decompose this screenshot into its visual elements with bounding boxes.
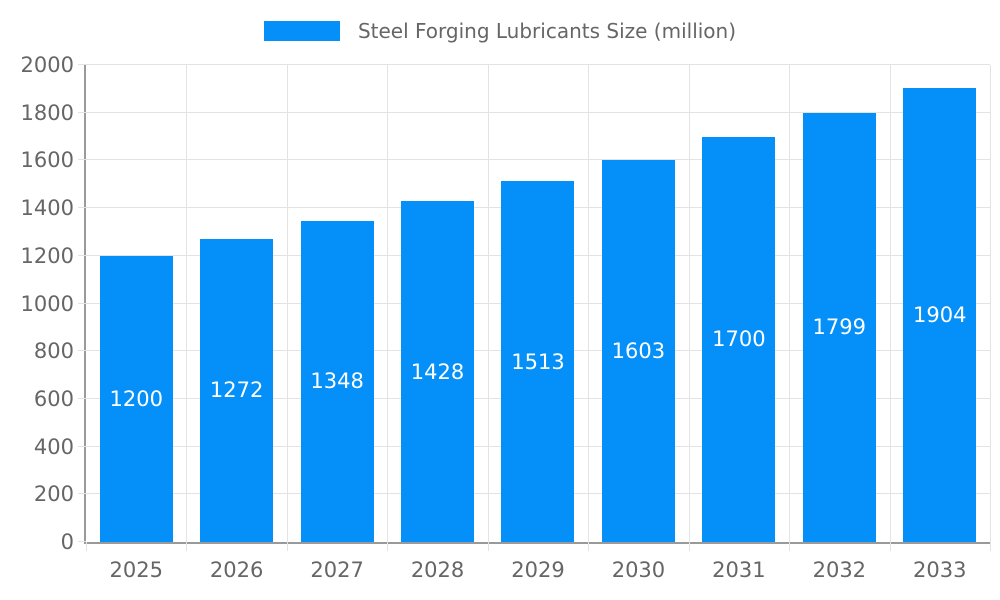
y-tick-label: 1800 — [20, 100, 74, 125]
x-tick-label: 2031 — [712, 558, 766, 582]
y-gridline — [78, 64, 990, 65]
bar-value-label: 1272 — [209, 378, 264, 403]
x-tick-label: 2026 — [209, 558, 264, 582]
bar-2031[interactable]: 1700 — [702, 136, 776, 542]
y-tick-label: 400 — [33, 434, 74, 459]
bar-2032[interactable]: 1799 — [802, 112, 876, 542]
bar-2033[interactable]: 1904 — [903, 87, 977, 542]
y-tick-label: 200 — [33, 482, 74, 507]
bar-2025[interactable]: 1200 — [99, 255, 173, 542]
bar-slot: 1799 — [789, 65, 889, 542]
bar-value-label: 1700 — [712, 327, 766, 352]
bar-value-label: 1799 — [812, 315, 867, 340]
bar-value-label: 1904 — [912, 302, 967, 327]
y-tick-label: 2000 — [20, 53, 74, 77]
bar-slot: 1272 — [186, 65, 286, 542]
bar-2028[interactable]: 1428 — [401, 201, 475, 542]
bar-value-label: 1348 — [310, 369, 364, 394]
y-tick-label: 600 — [33, 386, 74, 411]
x-tick-label: 2032 — [812, 558, 867, 582]
y-tick-label: 800 — [33, 339, 74, 364]
bar-value-label: 1603 — [611, 338, 666, 363]
y-axis-labels: 0 200 400 600 800 1000 1200 1400 1600 1800 2000 — [0, 53, 74, 554]
y-gridline — [78, 159, 990, 161]
bar-slot: 1603 — [588, 65, 688, 542]
x-tick-label: 2027 — [310, 558, 364, 582]
plot-area: 1200 1272 1348 1428 1513 1603 1700 1799 1904 — [78, 64, 991, 551]
x-gridline — [588, 65, 590, 551]
bar-slot: 1700 — [689, 65, 789, 542]
bar-slot: 1428 — [387, 65, 487, 542]
x-gridline — [889, 65, 891, 551]
y-tick-label: 1000 — [20, 291, 74, 316]
x-tick-label: 2025 — [109, 558, 163, 582]
bar-value-label: 1428 — [410, 359, 465, 384]
x-axis-labels: 2025 2026 2027 2028 2029 2030 2031 2032 2033 — [86, 558, 990, 588]
bar-2029[interactable]: 1513 — [501, 181, 575, 542]
y-gridline — [78, 111, 990, 113]
y-tick-label: 1200 — [20, 243, 74, 268]
bar-2027[interactable]: 1348 — [300, 220, 374, 542]
chart-legend[interactable]: Steel Forging Lubricants Size (million) — [0, 18, 1000, 44]
y-tick-label: 1400 — [20, 196, 74, 221]
x-tick-label: 2029 — [511, 558, 565, 582]
legend-swatch — [263, 21, 340, 41]
bar-slot: 1200 — [86, 65, 186, 542]
bar-2026[interactable]: 1272 — [200, 238, 274, 542]
x-gridline — [789, 65, 791, 551]
x-gridline — [487, 65, 489, 551]
bar-slot: 1348 — [287, 65, 387, 542]
x-gridline — [990, 65, 991, 551]
x-gridline — [86, 542, 87, 551]
x-tick-label: 2028 — [410, 558, 465, 582]
y-gridline — [78, 541, 86, 542]
x-tick-label: 2033 — [913, 558, 967, 582]
x-gridline — [186, 65, 188, 551]
y-tick-label: 0 — [60, 530, 74, 554]
bar-slot: 1904 — [890, 65, 990, 542]
y-tick-label: 1600 — [20, 148, 74, 173]
bar-2030[interactable]: 1603 — [601, 159, 675, 542]
x-gridline — [286, 65, 288, 551]
bar-value-label: 1200 — [109, 386, 163, 411]
x-tick-label: 2030 — [611, 558, 666, 582]
bar-series: 1200 1272 1348 1428 1513 1603 1700 1799 1904 — [86, 65, 990, 542]
bar-value-label: 1513 — [511, 349, 565, 374]
bar-slot: 1513 — [488, 65, 588, 542]
legend-label: Steel Forging Lubricants Size (million) — [357, 19, 737, 43]
x-gridline — [387, 65, 389, 551]
x-gridline — [688, 65, 690, 551]
